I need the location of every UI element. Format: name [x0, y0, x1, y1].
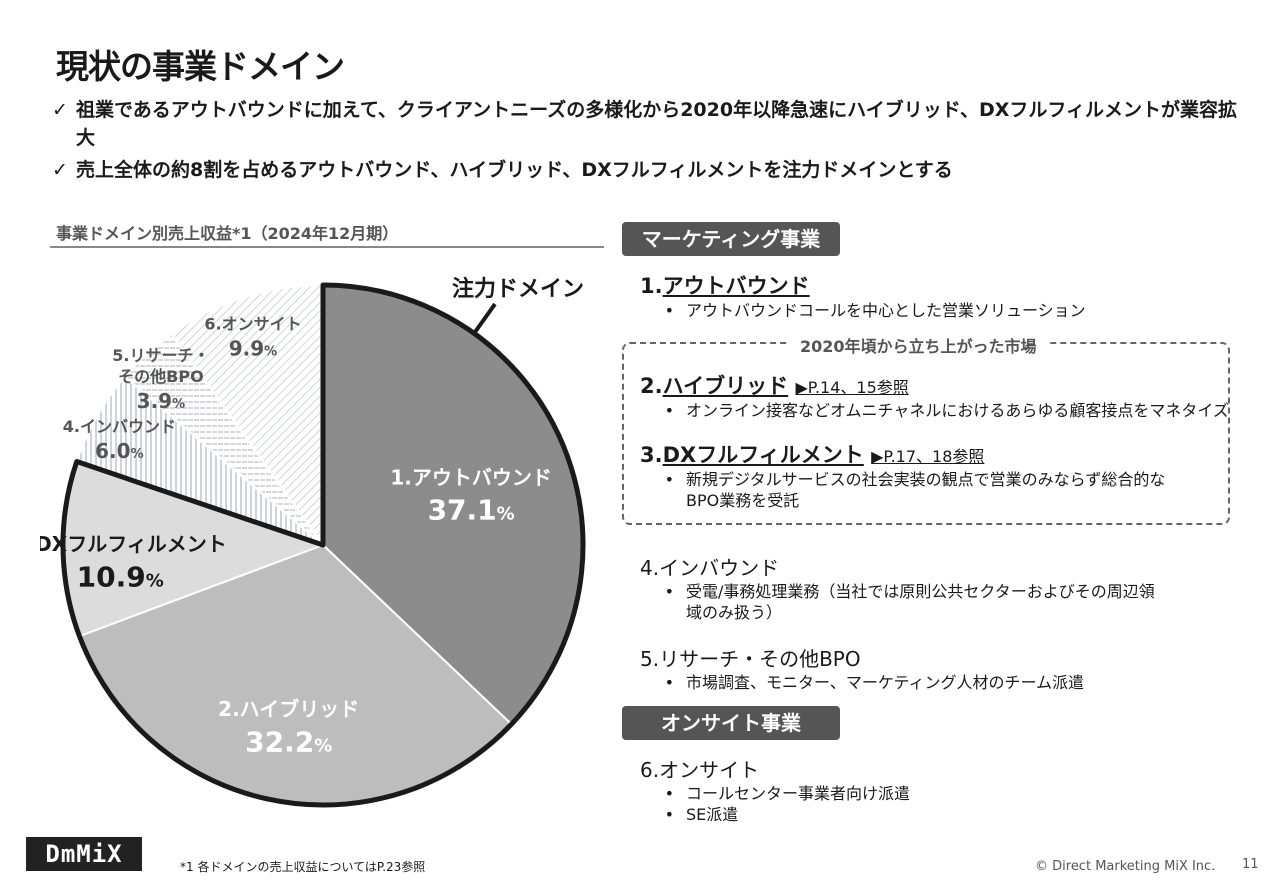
pie-slice-value: 10.9% [77, 560, 164, 593]
pie-slice-label: 2.ハイブリッド [218, 697, 359, 721]
pie-slice-value: 37.1% [428, 494, 515, 527]
bullet-dot: • [664, 470, 674, 489]
new-market-label: 2020年頃から立ち上がった市場 [790, 333, 1047, 357]
focus-domain-outline [60, 282, 586, 808]
page-number: 11 [1242, 857, 1259, 872]
copyright: © Direct Marketing MiX Inc. [1035, 859, 1216, 874]
bullet-dot: • [664, 301, 674, 320]
domain-description: SE派遣 [686, 805, 739, 824]
check-icon: ✓ [52, 159, 68, 181]
domain-name: ハイブリッド [662, 374, 789, 398]
page-reference-link[interactable]: ▶P.17、18参照 [871, 447, 985, 466]
domain-item-hybrid: 2.ハイブリッド ▶P.14、15参照 • オンライン接客などオムニチャネルにおけ… [640, 370, 1240, 421]
description-line: BPO業務を受託 [686, 491, 800, 510]
pie-slice-label: その他BPO [118, 367, 204, 386]
description-line: 新規デジタルサービスの社会実装の観点で営業のみならず総合的な [686, 470, 1166, 489]
focus-domain-pointer [471, 302, 497, 337]
domain-title: 6.オンサイト [640, 758, 760, 782]
pie-slice-value: 9.9% [229, 337, 277, 361]
summary-bullet: ✓ 祖業であるアウトバウンドに加えて、クライアントニーズの多様化から2020年以… [52, 96, 1242, 152]
focus-domain-label: 注力ドメイン [452, 276, 584, 302]
domain-description: オンライン接客などオムニチャネルにおけるあらゆる顧客接点をマネタイズ [686, 401, 1229, 420]
summary-bullet: ✓ 売上全体の約8割を占めるアウトバウンド、ハイブリッド、DXフルフィルメントを… [52, 156, 1242, 184]
pie-slice-label: 1.アウトバウンド [390, 465, 552, 489]
bullet-dot: • [664, 805, 674, 824]
description-line: 受電/事務処理業務（当社では原則公共セクターおよびその周辺領 [686, 582, 1155, 601]
pie-slice [170, 283, 324, 549]
summary-bullets: ✓ 祖業であるアウトバウンドに加えて、クライアントニーズの多様化から2020年以… [52, 96, 1242, 188]
domain-number: 3. [640, 443, 663, 467]
summary-bullet-text: 祖業であるアウトバウンドに加えて、クライアントニーズの多様化から2020年以降急… [76, 99, 1237, 149]
check-icon: ✓ [52, 99, 68, 121]
page-reference-link[interactable]: ▶P.14、15参照 [795, 378, 909, 397]
bullet-dot: • [664, 784, 674, 803]
domain-number: 2. [640, 374, 663, 398]
company-logo: DmMiX [26, 837, 142, 871]
pie-slice-value: 6.0% [95, 439, 143, 463]
domain-item-research: 5.リサーチ・その他BPO • 市場調査、モニター、マーケティング人材のチーム派遣 [640, 643, 1240, 693]
domain-description: コールセンター事業者向け派遣 [686, 784, 911, 803]
pie-slice-label: 5.リサーチ・ [112, 346, 209, 365]
domain-number: 1. [640, 274, 663, 298]
domain-name: アウトバウンド [662, 274, 810, 298]
summary-bullet-text: 売上全体の約8割を占めるアウトバウンド、ハイブリッド、DXフルフィルメントを注力… [76, 159, 953, 181]
domain-description: 市場調査、モニター、マーケティング人材のチーム派遣 [686, 673, 1085, 692]
domain-item-dx-fulfillment: 3.DXフルフィルメント ▶P.17、18参照 • 新規デジタルサービスの社会実装… [640, 439, 1240, 511]
pie-slice-value: 3.9% [137, 389, 185, 413]
domain-name: DXフルフィルメント [662, 443, 864, 467]
pie-slice-label: 6.オンサイト [204, 314, 301, 333]
chart-caption: 事業ドメイン別売上収益*1（2024年12月期） [56, 224, 399, 243]
domain-item-inbound: 4.インバウンド • 受電/事務処理業務（当社では原則公共セクターおよびその周辺領… [640, 552, 1240, 623]
domain-description: アウトバウンドコールを中心とした営業ソリューション [686, 301, 1086, 320]
chart-caption-rule [50, 246, 604, 248]
domain-item-onsite: 6.オンサイト • コールセンター事業者向け派遣 • SE派遣 [640, 754, 1240, 825]
pie-slice-value: 32.2% [245, 725, 332, 758]
domain-description: 新規デジタルサービスの社会実装の観点で営業のみならず総合的な BPO業務を受託 [686, 469, 1165, 511]
description-line: 域のみ扱う） [686, 603, 783, 622]
domain-item-outbound: 1.アウトバウンド • アウトバウンドコールを中心とした営業ソリューション [640, 270, 1240, 321]
domain-title: 5.リサーチ・その他BPO [640, 647, 861, 671]
marketing-business-header: マーケティング事業 [622, 222, 840, 256]
onsite-business-header: オンサイト事業 [622, 706, 840, 740]
pie-slice-label: 4.インバウンド [63, 417, 176, 436]
page-title: 現状の事業ドメイン [56, 47, 345, 86]
footnote: *1 各ドメインの売上収益についてはP.23参照 [180, 860, 426, 874]
pie-slice-label: 3.DXフルフィルメント [40, 532, 227, 556]
domain-title: 4.インバウンド [640, 556, 780, 580]
bullet-dot: • [664, 673, 674, 692]
domain-description: 受電/事務処理業務（当社では原則公共セクターおよびその周辺領 域のみ扱う） [686, 581, 1155, 623]
revenue-pie-chart: 注力ドメイン 1.アウトバウンド 37.1% 2.ハイブリッド 32.2% 3.DXフル… [40, 276, 586, 808]
bullet-dot: • [664, 582, 674, 601]
bullet-dot: • [664, 401, 674, 420]
